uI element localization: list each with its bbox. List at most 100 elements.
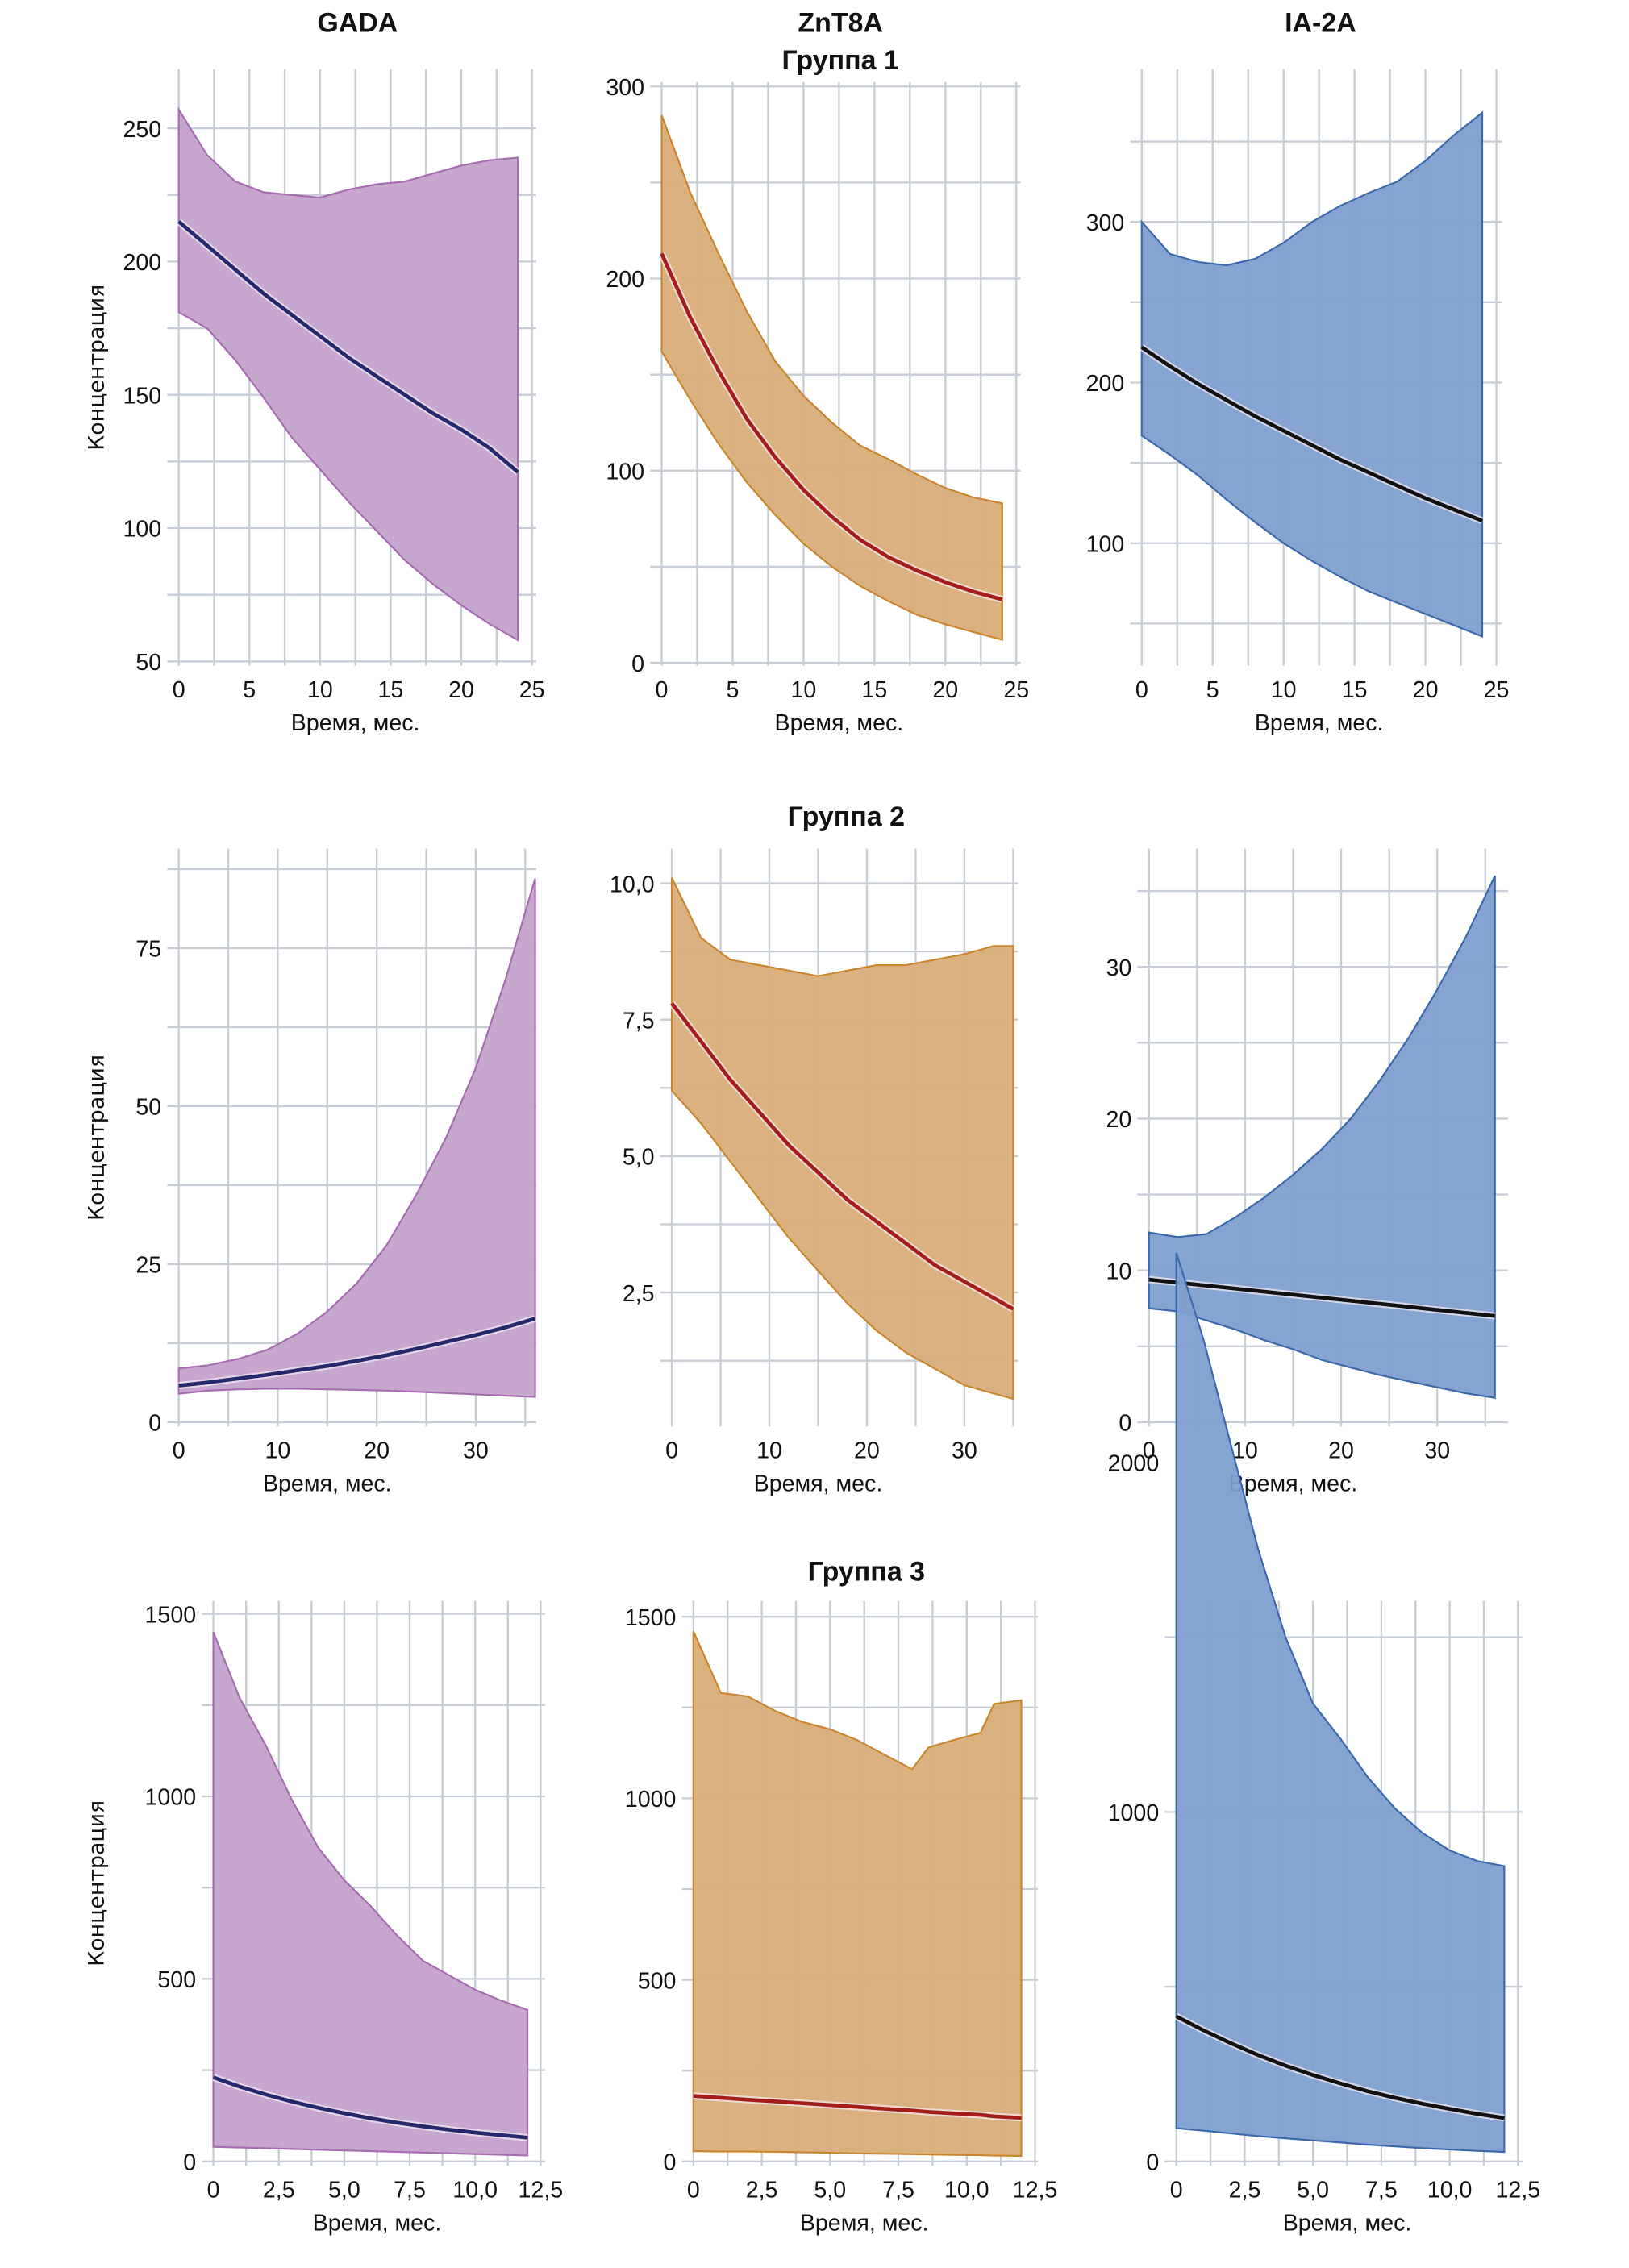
confidence-band	[660, 114, 1003, 641]
y-tick-label: 5,0	[623, 1145, 655, 1171]
mean-line	[177, 220, 519, 474]
y-tick-label: 300	[606, 75, 644, 101]
x-tick-label: 5,0	[814, 2177, 846, 2203]
mean-line	[1148, 1277, 1495, 1318]
y-tick-label: 0	[183, 2149, 196, 2175]
x-tick-label: 10	[265, 1438, 291, 1464]
x-tick-label: 15	[861, 677, 887, 703]
x-tick-label: 12,5	[1013, 2177, 1058, 2203]
y-tick-label: 0	[148, 1411, 161, 1437]
confidence-band	[692, 1630, 1023, 2158]
x-tick-label: 0	[656, 677, 669, 703]
x-tick-label: 10	[1271, 677, 1297, 703]
confidence-band	[1175, 1252, 1506, 2154]
y-tick-label: 150	[123, 383, 162, 409]
y-tick-label: 100	[1086, 531, 1125, 557]
group-title-3: Группа 3	[808, 1557, 925, 1588]
column-title-znt8a: ZnT8A	[798, 7, 883, 38]
x-tick-label: 12,5	[519, 2177, 564, 2203]
x-tick-label: 0	[173, 677, 185, 703]
x-tick-label: 20	[854, 1438, 880, 1464]
x-axis-label: Время, мес.	[775, 710, 904, 736]
y-tick-label: 100	[606, 460, 644, 485]
confidence-band	[177, 878, 536, 1398]
y-tick-label: 250	[123, 117, 162, 143]
x-tick-label: 15	[1342, 677, 1368, 703]
y-tick-label: 1000	[625, 1787, 677, 1812]
y-tick-label: 1000	[145, 1785, 197, 1811]
x-tick-label: 25	[519, 677, 545, 703]
y-tick-label: 1000	[1108, 1800, 1160, 1826]
x-tick-label: 10	[756, 1438, 782, 1464]
x-tick-label: 30	[1424, 1438, 1450, 1464]
x-tick-label: 10	[307, 677, 333, 703]
y-tick-label: 50	[135, 650, 161, 676]
x-tick-label: 25	[1484, 677, 1510, 703]
x-axis-label: Время, мес.	[1229, 1471, 1358, 1497]
x-tick-label: 10	[1232, 1438, 1258, 1464]
confidence-band	[1140, 110, 1484, 638]
x-tick-label: 2,5	[263, 2177, 295, 2203]
y-tick-label: 25	[135, 1253, 161, 1279]
x-tick-label: 10,0	[944, 2177, 989, 2203]
x-axis-label: Время, мес.	[1255, 710, 1384, 736]
x-tick-label: 2,5	[746, 2177, 778, 2203]
mean-line	[212, 2075, 528, 2140]
x-tick-label: 0	[1135, 677, 1148, 703]
y-tick-label: 0	[663, 2149, 676, 2175]
x-axis-label: Время, мес.	[800, 2211, 929, 2237]
x-tick-label: 0	[687, 2177, 700, 2203]
y-tick-label: 50	[135, 1095, 161, 1121]
x-tick-label: 2,5	[1229, 2177, 1261, 2203]
y-tick-label: 10	[1106, 1259, 1131, 1284]
x-tick-label: 20	[448, 677, 474, 703]
x-tick-label: 0	[173, 1438, 185, 1464]
x-tick-label: 15	[378, 677, 404, 703]
y-tick-label: 300	[1086, 210, 1125, 236]
y-tick-label: 1500	[145, 1602, 197, 1628]
y-tick-label: 75	[135, 937, 161, 963]
y-tick-label: 10,0	[610, 872, 655, 897]
panel-gada-group-1: 50 100 150 200 250 0 5 10 15 20 25 Время, мес. Конце…	[85, 69, 545, 736]
mean-line	[693, 2094, 1022, 2120]
y-tick-label: 500	[157, 1967, 196, 1993]
y-axis-label: Концентрация	[85, 1800, 110, 1966]
y-tick-label: 200	[1086, 371, 1125, 397]
y-tick-label: 30	[1106, 955, 1131, 981]
y-tick-label: 0	[631, 651, 644, 677]
x-tick-label: 0	[1170, 2177, 1183, 2203]
confidence-band	[212, 1631, 529, 2157]
x-tick-label: 5,0	[1297, 2177, 1329, 2203]
column-title-gada: GADA	[317, 7, 398, 38]
mean-line	[178, 1317, 536, 1388]
panel-znt8a-group-2: 2,5 5,0 7,5 10,0 0 10 20 30 Время, мес.	[610, 848, 1019, 1497]
x-tick-label: 20	[932, 677, 958, 703]
x-tick-label: 5,0	[328, 2177, 360, 2203]
x-tick-label: 7,5	[394, 2177, 426, 2203]
x-axis-label: Время, мес.	[1283, 2211, 1412, 2237]
y-tick-label: 500	[638, 1968, 677, 1994]
y-tick-label: 0	[1146, 2149, 1159, 2175]
y-tick-label: 2000	[1108, 1451, 1160, 1477]
group-title-2: Группа 2	[788, 801, 905, 832]
confidence-band	[177, 106, 519, 642]
x-tick-label: 30	[463, 1438, 489, 1464]
x-tick-label: 20	[364, 1438, 390, 1464]
x-axis-label: Время, мес.	[263, 1471, 392, 1497]
y-tick-label: 100	[123, 517, 162, 543]
x-tick-label: 10,0	[1427, 2177, 1473, 2203]
y-tick-label: 7,5	[623, 1008, 655, 1034]
x-tick-label: 0	[1143, 1438, 1156, 1464]
x-axis-label: Время, мес.	[291, 710, 420, 736]
panel-znt8a-group-1: 0 100 200 300 0 5 10 15 20 25 Время, мес.	[606, 75, 1029, 736]
mean-line	[670, 1001, 1014, 1311]
panel-gada-group-3: 0 500 1000 1500 0 2,5 5,0 7,5 10,0 12,5 Время, мес…	[85, 1600, 564, 2237]
panel-gada-group-2: 0 25 50 75 0 10 20 30 Время, мес. Концентрация	[85, 848, 536, 1497]
x-tick-label: 5	[727, 677, 740, 703]
y-tick-label: 2,5	[623, 1281, 655, 1307]
y-axis-label: Концентрация	[85, 1055, 110, 1221]
x-tick-label: 30	[952, 1438, 977, 1464]
panel-ia-2a-group-2: 0 10 20 30 0 10 20 30 Время, мес.	[1106, 848, 1508, 1497]
x-tick-label: 10	[791, 677, 817, 703]
